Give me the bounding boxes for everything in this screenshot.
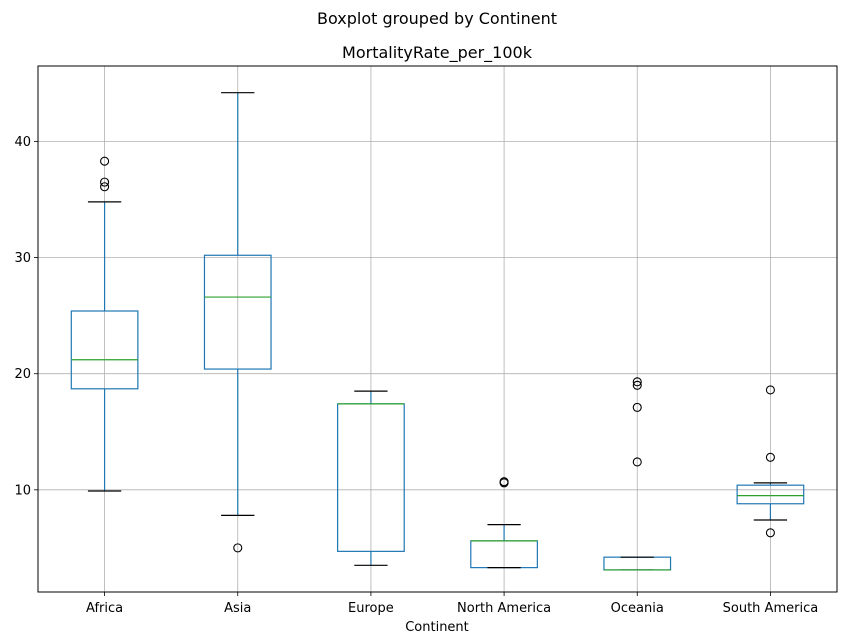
box-oceania [603, 377, 672, 571]
outlier-point [100, 182, 110, 192]
y-tick-label: 20 [14, 367, 31, 382]
box-south-america [736, 385, 805, 538]
outlier-point [233, 543, 243, 553]
outlier-point [100, 177, 110, 187]
box-europe [337, 390, 405, 566]
outlier-point [632, 377, 642, 387]
outlier-point [499, 477, 509, 487]
y-ticks: 10 20 30 40 [14, 135, 38, 498]
chart-title: MortalityRate_per_100k [342, 43, 533, 63]
outlier-point [765, 385, 775, 395]
plot-frame [37, 65, 838, 593]
outlier-point [632, 457, 642, 467]
x-tick-label: Asia [224, 601, 251, 616]
x-tick-label: Africa [86, 601, 123, 616]
outlier-point [100, 156, 110, 166]
x-ticks: Africa Asia Europe North America Oceania Sout… [86, 592, 818, 616]
y-tick-label: 40 [14, 135, 31, 150]
box-asia [203, 92, 272, 553]
box-africa [70, 156, 139, 492]
x-tick-label: Oceania [611, 601, 664, 616]
boxes [70, 92, 805, 571]
chart-suptitle: Boxplot grouped by Continent [317, 9, 557, 28]
box-north-america [470, 477, 538, 569]
outlier-point [765, 528, 775, 538]
outlier-point [632, 402, 642, 412]
x-tick-label: South America [723, 601, 819, 616]
x-axis-label: Continent [405, 620, 469, 635]
x-tick-label: Europe [348, 601, 394, 616]
outlier-point [765, 452, 775, 462]
x-tick-label: North America [457, 601, 551, 616]
outlier-point [632, 380, 642, 390]
y-tick-label: 10 [14, 483, 31, 498]
y-tick-label: 30 [14, 251, 31, 266]
